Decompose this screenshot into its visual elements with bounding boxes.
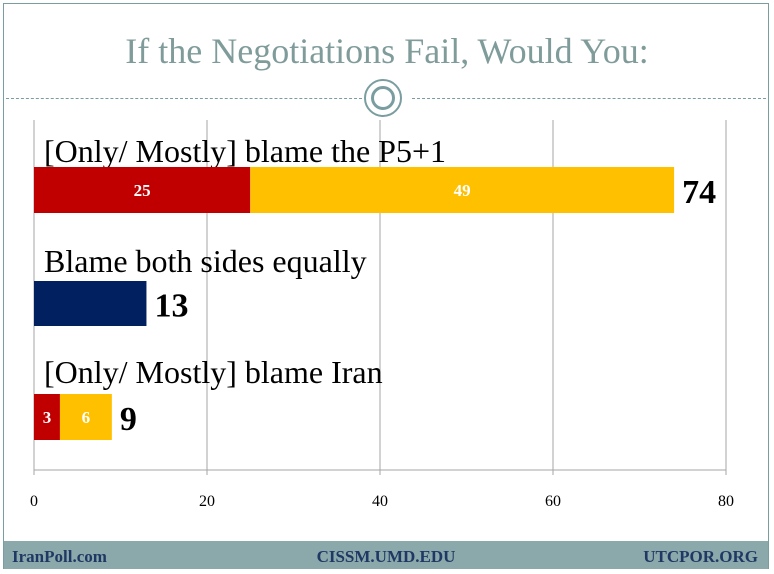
total-label: 9: [120, 401, 137, 438]
footer-bar: IranPoll.com CISSM.UMD.EDU UTCPOR.ORG: [4, 541, 768, 569]
x-tick-label: 40: [372, 493, 388, 510]
footer-left-link[interactable]: IranPoll.com: [12, 547, 107, 566]
title-divider-right: [412, 98, 766, 99]
title-divider-left: [6, 98, 362, 99]
slide-title: If the Negotiations Fail, Would You:: [125, 31, 649, 71]
total-label: 13: [154, 288, 188, 325]
data-label: 3: [43, 408, 52, 427]
footer-center-link[interactable]: CISSM.UMD.EDU: [316, 547, 456, 566]
data-label: 49: [454, 181, 471, 200]
bar-segment: [34, 167, 251, 213]
data-label: 6: [82, 408, 91, 427]
bar-segment: [250, 167, 675, 213]
category-label: [Only/ Mostly] blame the P5+1: [44, 133, 446, 169]
bar-segment: [59, 394, 112, 440]
category-label: [Only/ Mostly] blame Iran: [44, 354, 383, 390]
circle-ornament-icon: [364, 79, 402, 117]
total-label: 74: [682, 174, 716, 211]
category-label: Blame both sides equally: [44, 243, 367, 279]
x-tick-label: 0: [30, 493, 38, 510]
footer-right-link[interactable]: UTCPOR.ORG: [643, 547, 758, 566]
bar-segment: [34, 394, 60, 440]
x-tick-label: 60: [545, 493, 561, 510]
x-tick-label: 20: [199, 493, 215, 510]
bar-segment: [34, 281, 147, 326]
x-tick-label: 80: [718, 493, 734, 510]
data-label: 25: [134, 181, 151, 200]
